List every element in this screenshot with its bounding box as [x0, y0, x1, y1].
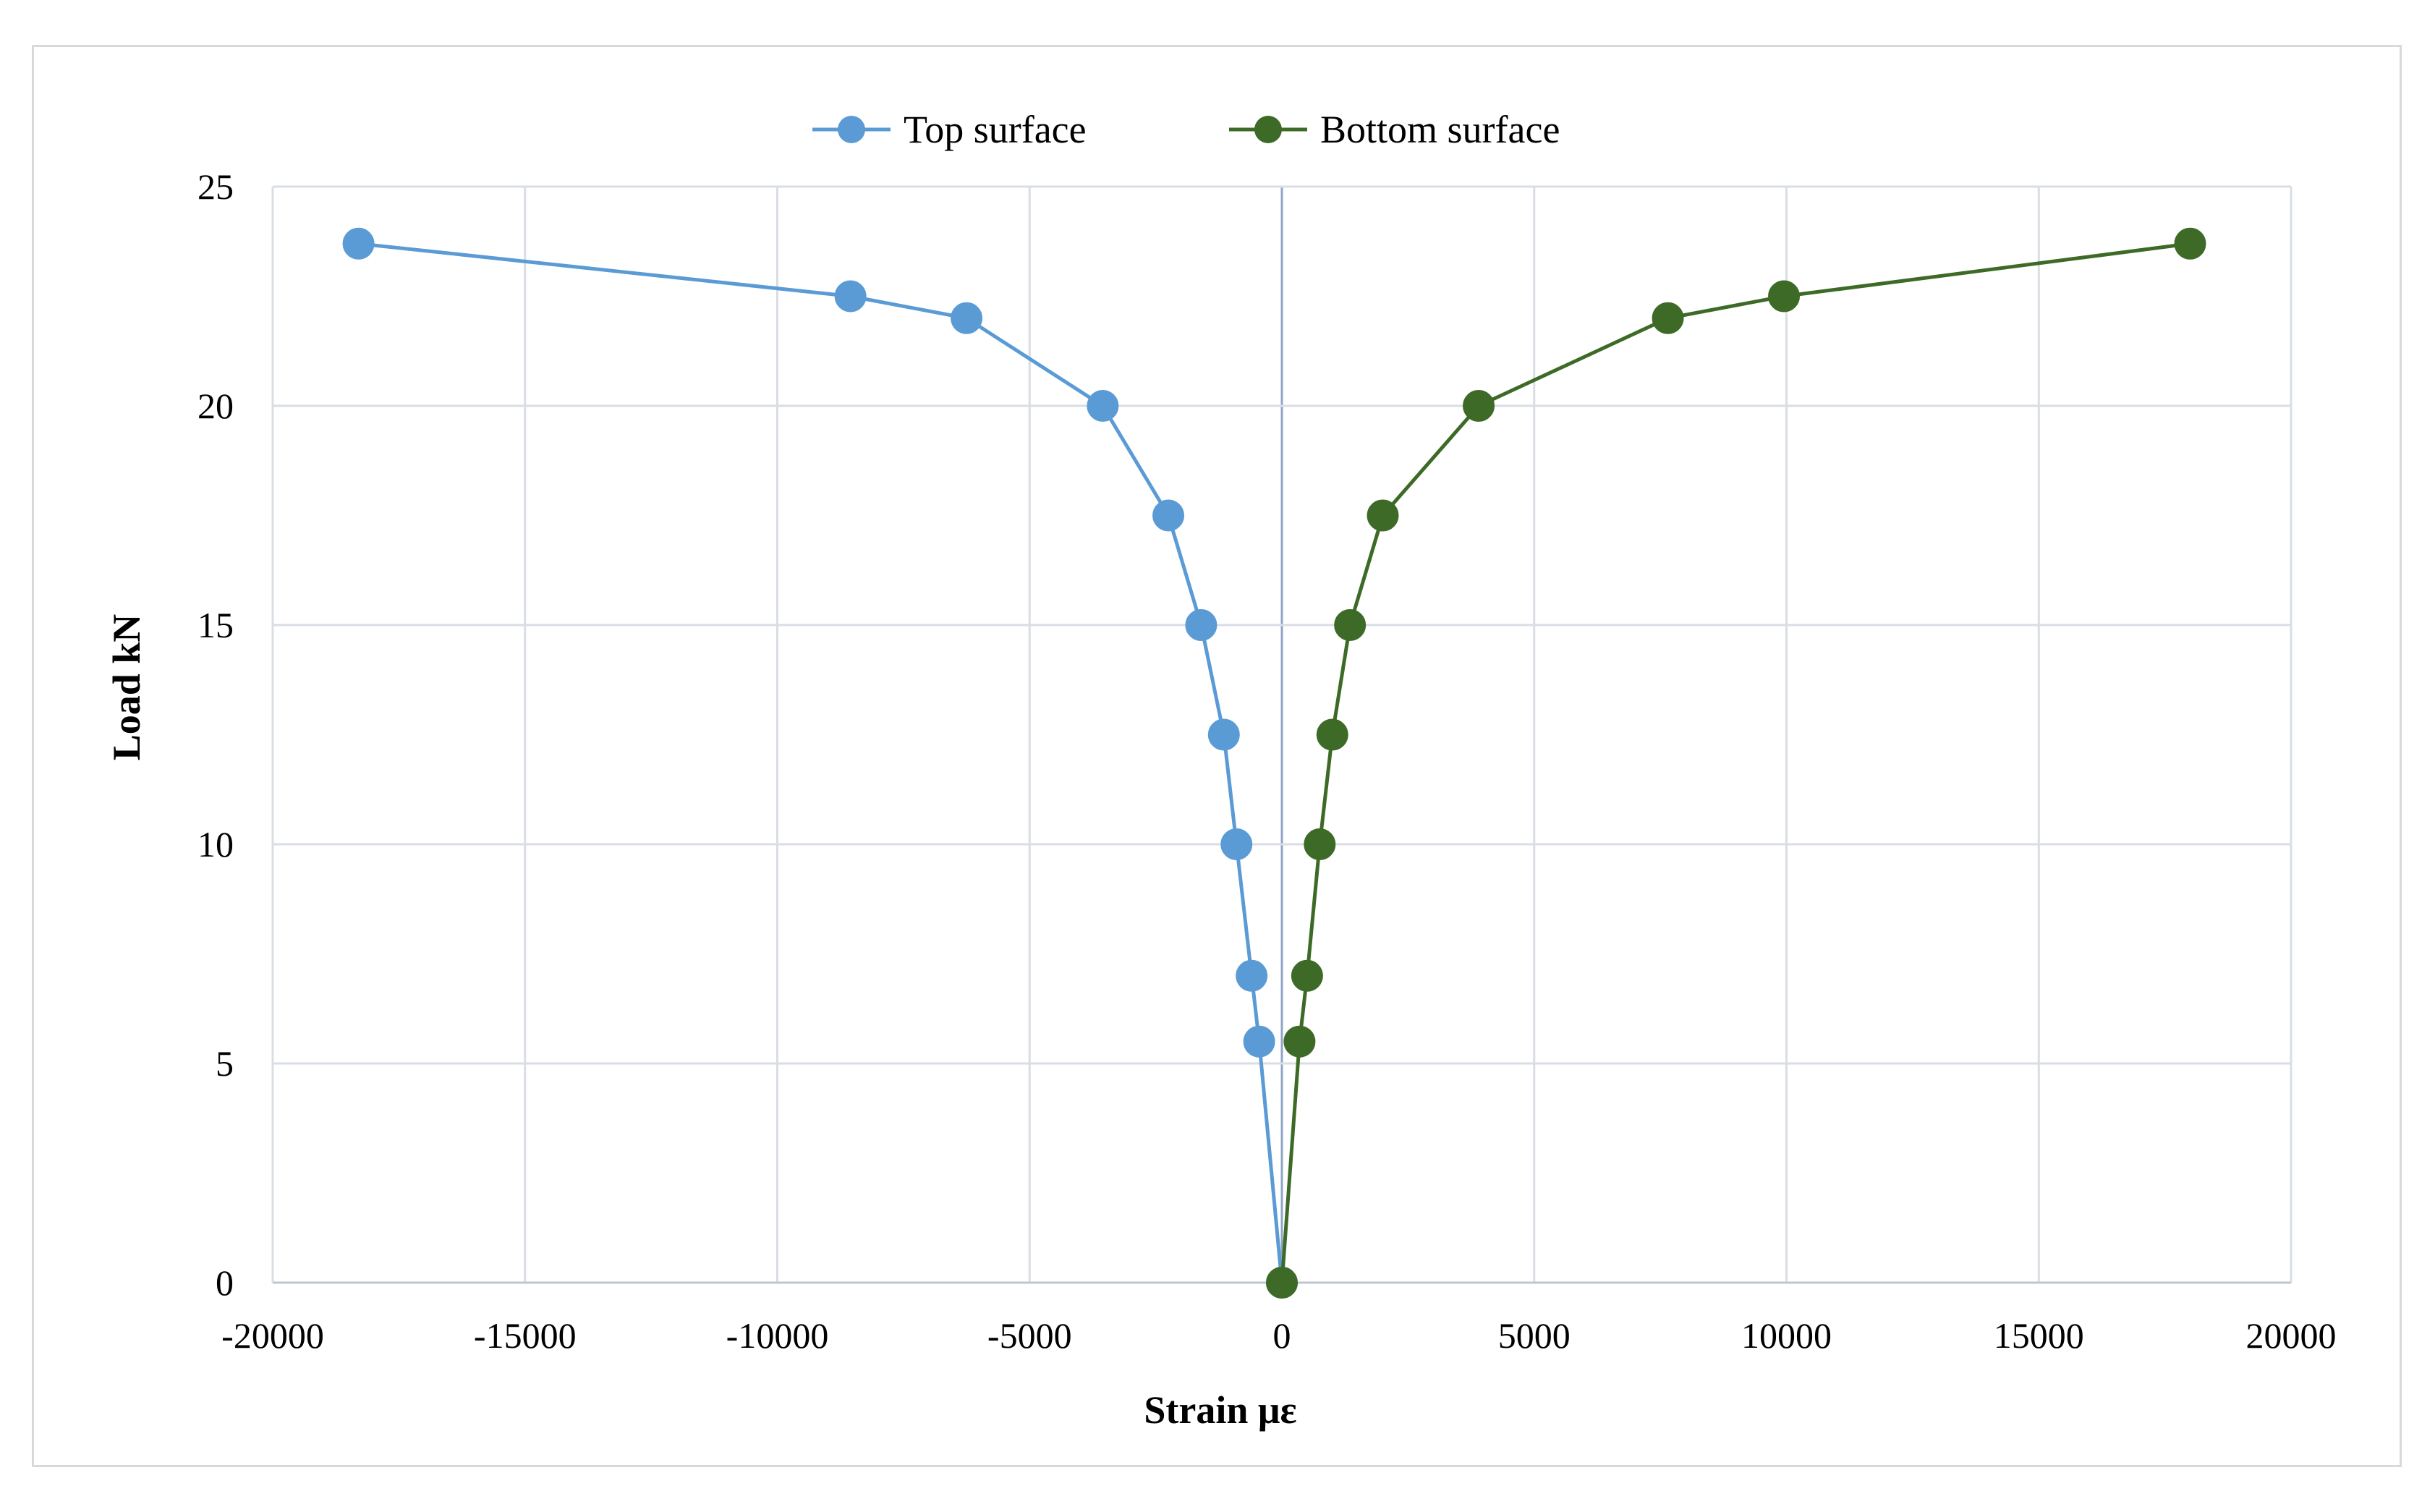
data-point-top-surface	[1207, 718, 1240, 751]
x-tick-label: -20000	[221, 1315, 324, 1356]
y-tick-label: 20	[197, 386, 234, 426]
data-point-bottom-surface	[1291, 959, 1323, 992]
legend-item-top-surface: Top surface	[812, 108, 1087, 151]
x-tick-label: 10000	[1741, 1315, 1832, 1356]
data-point-bottom-surface	[1283, 1025, 1316, 1058]
data-point-bottom-surface	[2174, 227, 2206, 260]
y-tick-label: 0	[216, 1262, 234, 1303]
tick-labels: -20000 -15000 -10000 -5000 0 5000 10000 15000 20…	[197, 166, 2337, 1356]
legend-item-bottom-surface: Bottom surface	[1229, 108, 1560, 151]
y-axis-title: Load kN	[105, 614, 148, 761]
data-point-top-surface	[1220, 828, 1253, 860]
series-top-surface	[342, 227, 1298, 1299]
data-point-top-surface	[951, 302, 983, 334]
data-point-bottom-surface	[1334, 609, 1367, 641]
x-tick-label: 0	[1273, 1315, 1291, 1356]
series-bottom-surface	[1266, 227, 2206, 1299]
grid-lines	[271, 185, 2292, 1284]
legend-marker-top-surface	[838, 116, 865, 143]
legend-label-bottom-surface: Bottom surface	[1320, 108, 1560, 151]
x-tick-label: -10000	[726, 1315, 829, 1356]
data-point-top-surface	[1152, 499, 1185, 532]
series-line-top-surface	[358, 242, 1284, 1283]
data-point-bottom-surface	[1304, 828, 1336, 860]
series-line-bottom-surface	[1280, 242, 2190, 1283]
x-tick-label: -5000	[987, 1315, 1072, 1356]
data-point-top-surface	[1243, 1025, 1275, 1058]
y-tick-label: 15	[197, 605, 234, 645]
x-axis-title: Strain με	[1144, 1388, 1296, 1432]
data-point-top-surface	[1236, 959, 1268, 992]
x-tick-label: 20000	[2246, 1315, 2337, 1356]
data-point-bottom-surface	[1266, 1267, 1298, 1299]
chart-frame: -20000 -15000 -10000 -5000 0 5000 10000 15000 20…	[32, 45, 2402, 1467]
legend-label-top-surface: Top surface	[904, 108, 1087, 151]
data-point-bottom-surface	[1367, 499, 1399, 532]
data-point-top-surface	[1185, 609, 1218, 641]
legend: Top surface Bottom surface	[812, 108, 1560, 151]
y-tick-label: 25	[197, 166, 234, 207]
data-point-bottom-surface	[1316, 718, 1348, 751]
data-point-bottom-surface	[1463, 390, 1495, 422]
legend-marker-bottom-surface	[1254, 116, 1282, 143]
y-tick-label: 10	[197, 824, 234, 865]
data-point-top-surface	[342, 227, 375, 260]
x-tick-label: 15000	[1994, 1315, 2084, 1356]
data-point-bottom-surface	[1652, 302, 1684, 334]
x-tick-label: 5000	[1498, 1315, 1571, 1356]
data-point-top-surface	[1087, 390, 1119, 422]
data-point-bottom-surface	[1768, 280, 1801, 313]
line-chart: -20000 -15000 -10000 -5000 0 5000 10000 15000 20…	[105, 108, 2337, 1432]
y-tick-label: 5	[216, 1043, 234, 1084]
x-tick-label: -15000	[474, 1315, 577, 1356]
data-series	[342, 227, 2206, 1299]
data-point-top-surface	[834, 280, 867, 313]
